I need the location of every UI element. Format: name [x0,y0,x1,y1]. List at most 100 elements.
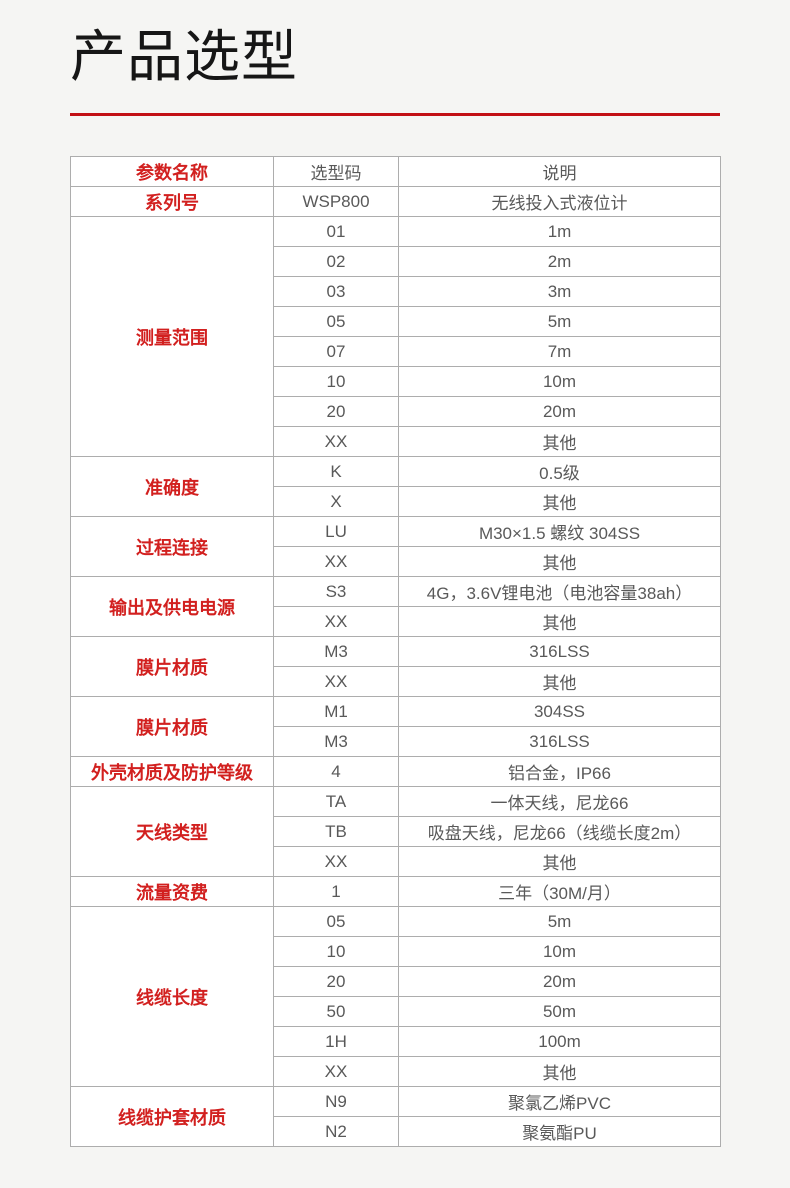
description-cell: 其他 [398,486,721,517]
table-row: 1H 100m [71,1026,721,1057]
table-row: 02 2m [71,246,721,277]
table-row: 过程连接 LU M30×1.5 螺纹 304SS [70,516,721,577]
selection-code-cell: S3 [273,576,399,607]
description-cell: 50m [398,996,721,1027]
description-cell: 10m [398,936,721,967]
param-name-cell: 线缆护套材质 [70,1086,274,1147]
table-row: XX 其他 [71,1056,721,1087]
description-cell: 20m [398,966,721,997]
selection-code-cell: 10 [273,366,399,397]
param-name-cell: 过程连接 [70,516,274,577]
param-name-cell: 系列号 [70,186,274,217]
selection-code-cell: X [273,486,399,517]
selection-code-cell: LU [273,516,399,547]
table-row: 输出及供电电源 S3 4G，3.6V锂电池（电池容量38ah） [70,576,721,637]
table-row: 07 7m [71,336,721,367]
description-cell: 其他 [398,1056,721,1087]
description-cell: 5m [398,906,721,937]
description-cell: 其他 [398,846,721,877]
table-row: 测量范围 01 1m [70,216,721,457]
description-cell: M30×1.5 螺纹 304SS [398,516,721,547]
param-name-cell: 膜片材质 [70,636,274,697]
table-row: XX 其他 [71,546,721,577]
selection-code-cell: 05 [273,306,399,337]
selection-table-body: 系列号 WSP800 无线投入式液位计 测量范围 01 1m 02 2m 03 3m 05 5m 07 7… [70,186,721,1147]
table-row: XX 其他 [71,426,721,457]
header-selection-code: 选型码 [273,156,399,187]
selection-code-cell: TA [273,786,399,817]
selection-table: 参数名称 选型码 说明 系列号 WSP800 无线投入式液位计 测量范围 01 1m 02 2… [70,156,721,1147]
description-cell: 其他 [398,666,721,697]
description-cell: 其他 [398,606,721,637]
description-cell: 无线投入式液位计 [398,186,721,217]
description-cell: 2m [398,246,721,277]
selection-code-cell: 01 [273,216,399,247]
param-name-cell: 测量范围 [70,216,274,457]
selection-code-cell: 20 [273,396,399,427]
selection-code-cell: 20 [273,966,399,997]
selection-code-cell: 02 [273,246,399,277]
table-row: 线缆护套材质 N9 聚氯乙烯PVC [70,1086,721,1147]
table-row: 外壳材质及防护等级 4 铝合金，IP66 [70,756,721,787]
description-cell: 7m [398,336,721,367]
selection-code-cell: XX [273,846,399,877]
selection-code-cell: M3 [273,726,399,757]
description-cell: 聚氨酯PU [398,1116,721,1147]
description-cell: 100m [398,1026,721,1057]
selection-code-cell: XX [273,1056,399,1087]
selection-code-cell: XX [273,666,399,697]
description-cell: 0.5级 [398,456,721,487]
selection-code-cell: 05 [273,906,399,937]
table-row: N2 聚氨酯PU [71,1116,721,1147]
param-name-cell: 外壳材质及防护等级 [70,756,274,787]
header-description: 说明 [398,156,721,187]
description-cell: 聚氯乙烯PVC [398,1086,721,1117]
selection-code-cell: 50 [273,996,399,1027]
selection-code-cell: TB [273,816,399,847]
table-row: 系列号 WSP800 无线投入式液位计 [70,186,721,217]
description-cell: 10m [398,366,721,397]
description-cell: 20m [398,396,721,427]
description-cell: 4G，3.6V锂电池（电池容量38ah） [398,576,721,607]
selection-code-cell: XX [273,606,399,637]
selection-code-cell: N9 [273,1086,399,1117]
selection-code-cell: N2 [273,1116,399,1147]
table-row: 05 5m [71,306,721,337]
table-row: 03 3m [71,276,721,307]
description-cell: 304SS [398,696,721,727]
table-row: 膜片材质 M1 304SS [70,696,721,757]
selection-code-cell: 07 [273,336,399,367]
selection-code-cell: 1H [273,1026,399,1057]
selection-code-cell: WSP800 [273,186,399,217]
selection-code-cell: 10 [273,936,399,967]
table-row: 线缆长度 05 5m [70,906,721,1087]
selection-code-cell: M3 [273,636,399,667]
table-row: 流量资费 1 三年（30M/月） [70,876,721,907]
description-cell: 316LSS [398,726,721,757]
header-param-name: 参数名称 [70,156,274,187]
table-row: X 其他 [71,486,721,517]
param-name-cell: 线缆长度 [70,906,274,1087]
selection-code-cell: 4 [273,756,399,787]
table-row: 准确度 K 0.5级 [70,456,721,517]
table-row: XX 其他 [71,606,721,637]
table-header-row: 参数名称 选型码 说明 [70,156,721,187]
title-divider [70,113,720,116]
selection-code-cell: XX [273,546,399,577]
description-cell: 铝合金，IP66 [398,756,721,787]
table-row: 天线类型 TA 一体天线，尼龙66 [70,786,721,877]
selection-code-cell: 03 [273,276,399,307]
param-name-cell: 天线类型 [70,786,274,877]
table-row: 10 10m [71,366,721,397]
param-name-cell: 输出及供电电源 [70,576,274,637]
table-row: 20 20m [71,396,721,427]
selection-code-cell: 1 [273,876,399,907]
description-cell: 吸盘天线，尼龙66（线缆长度2m） [398,816,721,847]
selection-code-cell: M1 [273,696,399,727]
description-cell: 其他 [398,426,721,457]
param-name-cell: 膜片材质 [70,696,274,757]
description-cell: 1m [398,216,721,247]
selection-code-cell: XX [273,426,399,457]
description-cell: 一体天线，尼龙66 [398,786,721,817]
